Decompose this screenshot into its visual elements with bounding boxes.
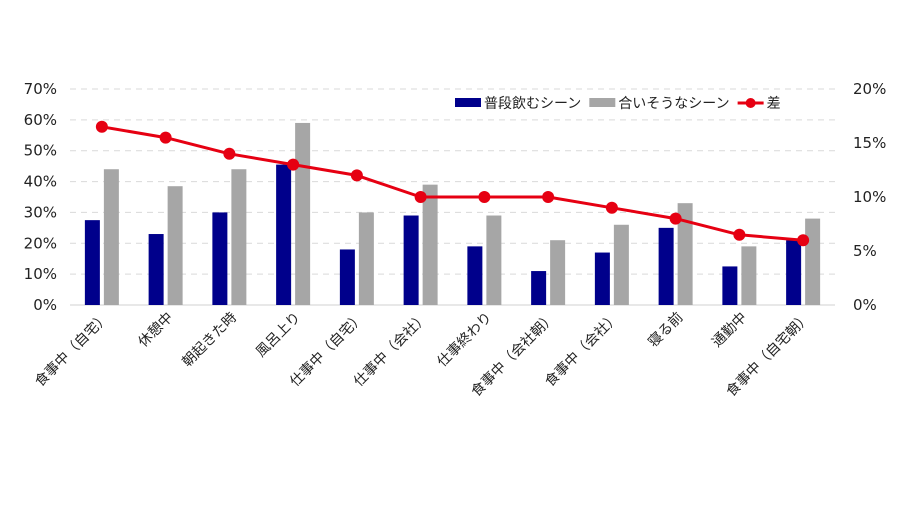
bar (486, 215, 502, 305)
legend-marker-icon (745, 98, 756, 108)
left-axis-tick: 10% (24, 265, 57, 283)
bar (295, 122, 311, 305)
bar (786, 240, 802, 305)
line-series-difference (95, 120, 810, 247)
bar (84, 220, 100, 305)
bar (550, 240, 566, 305)
bar (148, 234, 164, 305)
bar (658, 227, 674, 305)
category-label: 寝る前 (645, 309, 687, 351)
line-marker (159, 131, 172, 144)
line-marker (414, 191, 427, 203)
left-axis-tick: 30% (24, 203, 57, 221)
bar (422, 184, 438, 305)
legend-label: 普段飲むシーン (484, 96, 581, 112)
line-marker (287, 158, 300, 171)
line-marker (478, 191, 491, 203)
left-axis-tick: 50% (24, 142, 57, 160)
category-label: 風呂上り (253, 310, 304, 361)
gridlines (70, 88, 835, 306)
bar (403, 215, 419, 305)
right-axis-tick: 10% (853, 188, 886, 206)
bar (276, 164, 292, 305)
legend: 普段飲むシーン 合いそうなシーン 差 (455, 96, 781, 112)
category-label: 食事中（自宅） (31, 309, 112, 390)
category-label: 仕事終わり (434, 310, 495, 371)
bar (613, 224, 629, 305)
bar (531, 271, 547, 305)
line-marker (669, 212, 682, 225)
bar (167, 186, 183, 305)
bar (212, 212, 228, 305)
left-axis-tick: 20% (24, 234, 57, 252)
right-axis-tick: 0% (853, 296, 877, 314)
left-axis-tick: 60% (24, 111, 57, 129)
line-marker (797, 234, 810, 247)
line-marker (223, 147, 236, 160)
left-axis-tick: 40% (24, 173, 57, 191)
left-axis-tick: 0% (33, 296, 57, 314)
bar (594, 252, 610, 305)
line-marker (350, 169, 363, 182)
left-y-axis: 0% 10% 20% 30% 40% 50% 60% 70% (24, 80, 57, 314)
line-marker (733, 228, 746, 241)
legend-label: 合いそうなシーン (618, 96, 729, 112)
legend-swatch (455, 98, 481, 107)
bar (722, 266, 738, 305)
bar (358, 212, 374, 305)
right-axis-tick: 20% (853, 80, 886, 98)
bar (805, 218, 821, 305)
line-marker (542, 191, 555, 203)
right-axis-tick: 5% (853, 242, 877, 260)
right-axis-tick: 15% (853, 134, 886, 152)
category-label: 休憩中 (135, 309, 177, 351)
bar-series (84, 122, 821, 305)
bar (467, 246, 483, 305)
line-marker (605, 201, 618, 214)
bar (741, 246, 757, 305)
legend-swatch (589, 98, 616, 107)
category-label: 通勤中 (709, 310, 750, 351)
line-marker (95, 120, 108, 133)
legend-label: 差 (767, 96, 781, 112)
category-label: 朝起きた時 (179, 310, 240, 371)
right-y-axis: 0% 5% 10% 15% 20% (853, 80, 886, 314)
bar (231, 169, 247, 305)
bar (103, 169, 119, 305)
bar (339, 249, 355, 305)
bar (677, 203, 693, 305)
left-axis-tick: 70% (24, 80, 57, 98)
